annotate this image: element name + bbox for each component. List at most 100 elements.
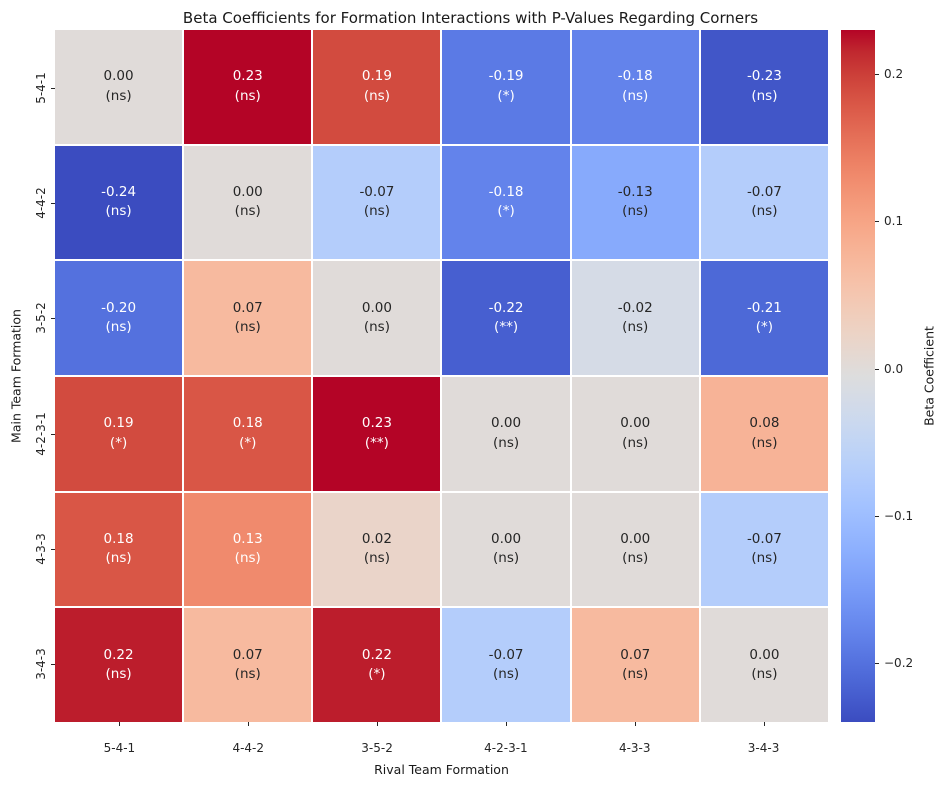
y-tick-mark [51,549,55,550]
heatmap-cell: 0.00 (ns) [571,492,699,607]
cell-significance: (*) [368,666,386,683]
cell-significance: (ns) [105,319,132,336]
cell-significance: (ns) [363,203,390,220]
heatmap-cell: 0.00 (ns) [700,608,828,722]
cell-value: -0.20 [101,299,137,316]
y-tick-label: 4-4-2 [34,187,48,219]
heatmap-cell: 0.07 (ns) [184,261,312,375]
cell-significance: (ns) [622,666,649,683]
heatmap-cell: 0.23 (ns) [184,30,312,144]
x-tick-label: 3-5-2 [361,741,393,755]
cell-significance: (ns) [622,434,649,451]
cell-significance: (ns) [751,203,778,220]
colorbar-tick-mark [875,663,879,665]
cell-significance: (ns) [751,87,778,104]
heatmap-cell: -0.07 (ns) [700,145,828,260]
cell-value: -0.23 [746,68,782,85]
cell-value: 0.00 [620,530,651,547]
cell-significance: (ns) [622,203,649,220]
cell-value: 0.00 [749,646,780,663]
x-tick-mark [505,722,507,726]
cell-significance: (ns) [493,550,520,567]
cell-value: -0.02 [617,299,653,316]
cell-significance: (ns) [493,666,520,683]
cell-value: -0.07 [746,530,782,547]
cell-significance: (ns) [234,666,261,683]
cell-significance: (ns) [363,319,390,336]
colorbar-tick-label: 0.2 [884,67,904,82]
cell-value: -0.21 [746,299,782,316]
cell-value: 0.22 [361,646,392,663]
heatmap-cell: 0.22 (*) [313,608,441,722]
cell-significance: (ns) [234,319,261,336]
heatmap-cell: 0.02 (ns) [313,492,441,607]
cell-value: -0.13 [617,183,653,200]
heatmap-cell: -0.18 (ns) [571,30,699,144]
cell-value: 0.19 [361,68,392,85]
heatmap-cell: 0.07 (ns) [571,608,699,722]
y-tick-mark [51,318,55,320]
colorbar-tick-label: 0.1 [884,214,904,229]
cell-value: 0.23 [361,415,392,432]
heatmap-cell: 0.13 (ns) [184,492,312,607]
x-tick-mark [634,722,636,726]
cell-significance: (*) [109,434,128,451]
heatmap-cell: -0.23 (ns) [700,30,828,144]
y-tick-label: 4-2-3-1 [34,411,48,456]
heatmap-cell: -0.02 (ns) [571,261,699,375]
heatmap-cell: 0.00 (ns) [571,376,699,491]
colorbar-label: Beta Coefficient [921,326,937,426]
x-tick-label: 5-4-1 [103,741,136,755]
cell-significance: (ns) [622,319,649,336]
cell-value: -0.18 [488,183,524,200]
cell-significance: (ns) [363,550,390,567]
cell-value: 0.13 [232,530,263,547]
cell-significance: (ns) [363,87,390,104]
colorbar-tick-label: 0.0 [884,361,904,376]
cell-value: 0.18 [103,530,134,547]
heatmap-cell: 0.00 (ns) [313,261,441,375]
cell-value: 0.07 [620,646,651,663]
heatmap-cell: 0.18 (*) [184,376,312,491]
cell-significance: (**) [364,434,389,451]
cell-value: -0.07 [488,646,524,663]
x-tick-mark [763,722,765,726]
heatmap-cell: 0.00 (ns) [442,376,570,491]
cell-value: 0.22 [103,646,134,663]
heatmap-cell: 0.00 (ns) [442,492,570,607]
cell-significance: (*) [239,434,257,451]
heatmap-cell: -0.13 (ns) [571,145,699,260]
heatmap-cell: 0.18 (ns) [55,492,183,607]
cell-value: 0.00 [491,530,522,547]
cell-significance: (ns) [105,87,132,104]
y-tick-label: 3-5-2 [34,302,48,335]
cell-significance: (*) [755,319,774,336]
cell-value: -0.24 [101,183,137,200]
heatmap-cell: 0.07 (ns) [184,608,312,722]
heatmap-cell: 0.00 (ns) [55,30,183,144]
cell-significance: (**) [494,319,519,336]
x-tick-label: 3-4-3 [747,741,780,755]
heatmap-cell: 0.19 (*) [55,376,183,491]
heatmap-cell: 0.08 (ns) [700,376,828,491]
x-tick-label: 4-4-2 [232,741,265,755]
cell-value: 0.07 [232,299,263,316]
heatmap-cell: 0.22 (ns) [55,608,183,722]
y-tick-mark [51,203,55,204]
cell-significance: (ns) [105,666,132,683]
cell-significance: (ns) [751,666,778,683]
x-tick-mark [248,722,250,726]
cell-significance: (*) [497,87,515,104]
heatmap-cell: 0.19 (ns) [313,30,441,144]
cell-value: -0.22 [488,299,524,316]
heatmap-cell: 0.23 (**) [313,376,441,491]
cell-value: 0.02 [361,530,392,547]
cell-significance: (ns) [234,203,261,220]
heatmap-grid: 0.00 (ns) 0.23 (ns) 0.19 (ns) -0.19 (*) -0.18 (ns… [55,30,828,722]
cell-value: 0.00 [620,415,651,432]
cell-value: 0.23 [232,68,263,85]
cell-significance: (ns) [751,550,778,567]
cell-value: -0.19 [488,68,524,85]
colorbar-tick-mark [875,515,879,517]
